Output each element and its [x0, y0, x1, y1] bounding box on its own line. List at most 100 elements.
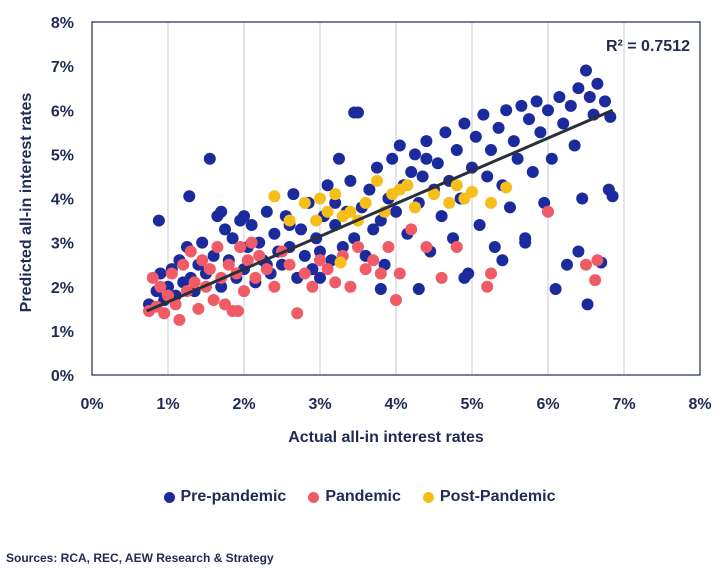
x-axis-ticks: 0% 1% 2% 3% 4% 5% 6% 7% 8%: [80, 396, 711, 413]
x-tick-label: 3%: [308, 396, 331, 413]
data-point: [485, 196, 497, 209]
data-point: [576, 192, 589, 205]
data-point: [374, 282, 387, 295]
data-point: [485, 267, 497, 280]
data-point: [469, 130, 482, 143]
data-point: [530, 95, 543, 108]
data-point: [196, 254, 209, 267]
data-point: [367, 223, 380, 236]
y-tick-label: 1%: [51, 324, 74, 341]
data-point: [591, 77, 604, 90]
y-axis-ticks: 0% 1% 2% 3% 4% 5% 6% 7% 8%: [51, 15, 74, 385]
y-axis-title: Predicted all-in interest rates: [18, 93, 35, 313]
data-point: [515, 99, 528, 112]
data-point: [420, 152, 433, 165]
data-point: [241, 254, 254, 267]
data-point: [545, 152, 558, 165]
x-tick-label: 8%: [688, 396, 711, 413]
data-point: [158, 307, 171, 320]
data-point: [352, 241, 364, 254]
data-point: [542, 104, 554, 117]
data-point: [443, 196, 456, 209]
data-point: [291, 307, 304, 320]
data-point: [314, 245, 326, 258]
data-point: [344, 205, 357, 218]
data-point: [329, 276, 342, 289]
legend-dot-icon: [422, 491, 434, 503]
data-point: [409, 201, 421, 214]
data-point: [231, 305, 244, 318]
data-point: [458, 117, 471, 130]
legend-label: Post-Pandemic: [439, 488, 556, 505]
data-point: [477, 108, 490, 121]
data-point: [207, 293, 220, 306]
legend-label: Pandemic: [325, 488, 401, 505]
data-point: [580, 258, 592, 271]
data-point: [583, 91, 596, 104]
data-point: [336, 241, 349, 254]
data-point: [481, 170, 494, 183]
data-point: [564, 99, 577, 112]
data-point: [238, 285, 250, 298]
data-point: [450, 143, 463, 156]
data-point: [542, 205, 554, 218]
data-point: [450, 179, 463, 192]
y-tick-label: 6%: [51, 103, 74, 120]
x-axis-title: Actual all-in interest rates: [288, 429, 484, 446]
data-point: [211, 241, 224, 254]
data-point: [382, 241, 395, 254]
data-point: [412, 282, 425, 295]
data-point: [386, 152, 399, 165]
data-point: [485, 143, 497, 156]
data-point: [367, 254, 380, 267]
legend-label: Pre-pandemic: [180, 488, 287, 505]
data-point: [310, 214, 323, 227]
data-point: [500, 104, 513, 117]
r-squared-annotation: R² = 0.7512: [606, 38, 690, 55]
data-point: [287, 188, 300, 201]
y-tick-label: 3%: [51, 236, 74, 253]
data-point: [473, 218, 486, 231]
data-point: [572, 82, 585, 95]
data-point: [238, 210, 250, 223]
data-point: [184, 245, 197, 258]
scatter-chart: 0% 1% 2% 3% 4% 5% 6% 7% 8% 0% 1% 2% 3% 4% 5% 6% 7% 8% R²…: [18, 15, 712, 446]
data-point: [154, 280, 167, 293]
data-point: [245, 236, 258, 249]
data-point: [321, 179, 334, 192]
data-point: [466, 185, 478, 198]
data-point: [215, 280, 228, 293]
data-point: [393, 139, 406, 152]
data-point: [401, 179, 414, 192]
data-point: [428, 188, 440, 201]
data-point: [203, 263, 216, 276]
data-point: [329, 188, 342, 201]
data-point: [314, 192, 326, 205]
x-tick-label: 4%: [384, 396, 407, 413]
data-point: [416, 170, 429, 183]
data-point: [234, 241, 247, 254]
data-point: [557, 117, 570, 130]
data-point: [314, 254, 326, 267]
data-point: [183, 190, 196, 203]
data-point: [390, 205, 402, 218]
data-point: [298, 196, 311, 209]
data-point: [162, 289, 174, 302]
data-point: [245, 218, 258, 231]
data-point: [268, 190, 281, 203]
data-point: [405, 223, 418, 236]
data-points: [143, 64, 619, 326]
data-point: [283, 258, 296, 271]
data-point: [295, 223, 307, 236]
x-tick-label: 1%: [156, 396, 179, 413]
data-point: [371, 161, 383, 174]
data-point: [591, 254, 604, 267]
data-point: [298, 267, 311, 280]
y-tick-label: 2%: [51, 280, 74, 297]
data-point: [420, 135, 433, 148]
data-point: [249, 271, 262, 284]
source-note: Sources: RCA, REC, AEW Research & Strate…: [6, 551, 274, 565]
data-point: [549, 282, 562, 295]
data-point: [534, 126, 547, 139]
data-point: [363, 183, 376, 196]
